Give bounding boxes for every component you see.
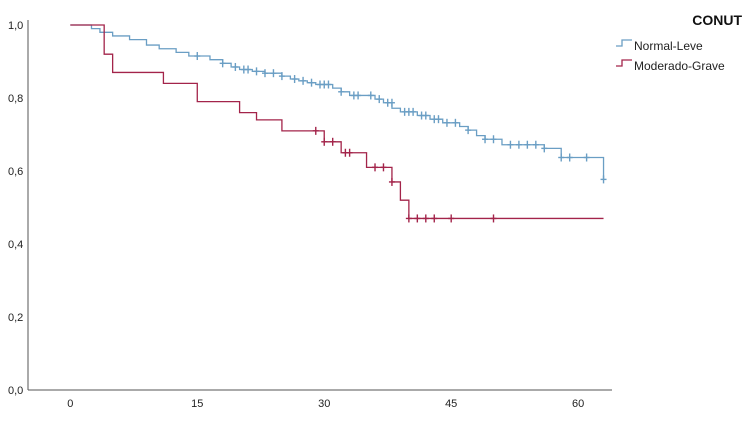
censor-mark <box>558 153 565 162</box>
censor-mark <box>325 80 332 89</box>
censor-mark <box>245 65 252 74</box>
censor-mark <box>376 95 383 104</box>
censor-mark <box>465 126 472 135</box>
censor-mark <box>490 214 497 223</box>
legend-item-moderado-grave: Moderado-Grave <box>616 59 725 73</box>
censor-mark <box>338 87 345 96</box>
legend-item-normal-leve: Normal-Leve <box>616 39 703 53</box>
axes <box>27 20 612 391</box>
censor-mark <box>524 140 531 149</box>
censor-mark <box>367 91 374 100</box>
tick-labels: 0 15 30 45 60 0,0 0,2 0,4 0,6 0,8 1,0 <box>8 20 584 410</box>
censor-mark <box>541 144 548 153</box>
x-tick-label: 60 <box>572 398 584 410</box>
censor-mark <box>194 52 201 61</box>
censor-mark <box>422 214 429 223</box>
censor-mark <box>422 111 429 120</box>
censor-mark <box>300 76 307 85</box>
censor-mark <box>414 214 421 223</box>
y-tick-label: 0,4 <box>8 239 23 251</box>
censor-mark <box>329 137 336 146</box>
series-line-normal-leve <box>70 24 605 180</box>
censor-mark <box>278 72 285 81</box>
censor-mark <box>490 135 497 144</box>
x-tick-label: 15 <box>191 398 203 410</box>
legend-symbol-normal-leve <box>616 39 632 47</box>
censor-mark <box>410 107 417 116</box>
censor-mark <box>380 163 387 172</box>
censor-mark <box>448 214 455 223</box>
censor-mark <box>431 214 438 223</box>
legend-title: CONUT <box>692 12 742 28</box>
legend-label-moderado-grave: Moderado-Grave <box>634 59 725 73</box>
censor-mark <box>405 214 412 223</box>
x-tick-label: 45 <box>445 398 457 410</box>
censor-mark <box>355 91 362 100</box>
series-line-moderado-grave <box>70 24 604 220</box>
censor-mark <box>372 163 379 172</box>
y-tick-label: 0,8 <box>8 93 23 105</box>
censor-mark <box>443 118 450 127</box>
y-tick-label: 0,6 <box>8 166 23 178</box>
series-normal-leve <box>70 24 607 184</box>
censor-mark <box>566 153 573 162</box>
censor-mark <box>291 75 298 84</box>
censor-mark <box>482 135 489 144</box>
legend: CONUT Normal-Leve Moderado-Grave <box>616 12 742 73</box>
censor-mark <box>435 115 442 124</box>
y-tick-label: 0,0 <box>8 385 23 397</box>
censor-mark <box>600 175 607 184</box>
censor-mark <box>261 69 268 78</box>
censor-mark <box>270 69 277 78</box>
censor-mark <box>532 140 539 149</box>
censor-mark <box>507 140 514 149</box>
censor-mark <box>321 137 328 146</box>
censor-mark <box>388 98 395 107</box>
censor-mark <box>346 148 353 157</box>
censor-mark <box>253 67 260 76</box>
censor-mark <box>232 62 239 71</box>
censor-mark <box>452 118 459 127</box>
legend-label-normal-leve: Normal-Leve <box>634 39 703 53</box>
legend-symbol-moderado-grave <box>616 59 632 67</box>
censor-mark <box>583 153 590 162</box>
censor-mark <box>515 140 522 149</box>
censor-mark <box>312 126 319 135</box>
censor-mark <box>219 59 226 68</box>
x-tick-label: 0 <box>67 398 73 410</box>
censor-mark <box>308 78 315 87</box>
series-moderado-grave <box>70 24 604 223</box>
censor-mark <box>388 177 395 186</box>
series-layer <box>70 24 607 223</box>
y-tick-label: 1,0 <box>8 20 23 32</box>
x-tick-label: 30 <box>318 398 330 410</box>
y-tick-label: 0,2 <box>8 312 23 324</box>
